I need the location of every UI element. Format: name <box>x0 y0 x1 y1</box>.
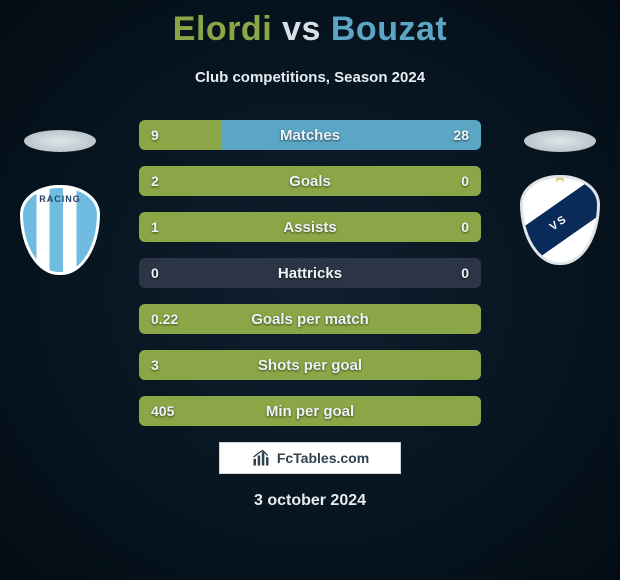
date-label: 3 october 2024 <box>0 492 620 510</box>
stat-row: 405 Min per goal <box>139 396 481 426</box>
vs-label: vs <box>282 10 321 48</box>
stat-value-right: 28 <box>453 120 469 150</box>
subtitle: Club competitions, Season 2024 <box>0 69 620 86</box>
star-icon: ★ <box>552 175 568 187</box>
player-1-silhouette <box>24 130 96 152</box>
shield-icon: RACING <box>20 185 100 275</box>
shield-icon: ★ VS <box>520 175 600 265</box>
stat-row: 0.22 Goals per match <box>139 304 481 334</box>
stat-label: Assists <box>139 212 481 242</box>
crest-left-text: RACING <box>23 194 97 204</box>
stat-row: 0 Hattricks 0 <box>139 258 481 288</box>
stat-label: Hattricks <box>139 258 481 288</box>
crest-right-text: VS <box>520 179 600 265</box>
player-2-silhouette <box>524 130 596 152</box>
stats-container: 9 Matches 28 2 Goals 0 1 Assists 0 0 Hat… <box>139 120 481 426</box>
stat-label: Min per goal <box>139 396 481 426</box>
stat-value-right: 0 <box>461 166 469 196</box>
stat-row: 1 Assists 0 <box>139 212 481 242</box>
club-crest-racing: RACING <box>20 185 100 275</box>
stat-value-right: 0 <box>461 212 469 242</box>
stat-row: 3 Shots per goal <box>139 350 481 380</box>
stat-row: 9 Matches 28 <box>139 120 481 150</box>
stat-label: Matches <box>139 120 481 150</box>
player-1-name: Elordi <box>173 10 272 48</box>
chart-icon <box>251 448 271 468</box>
brand-badge[interactable]: FcTables.com <box>219 442 401 474</box>
club-crest-velez: ★ VS <box>520 175 600 265</box>
stat-label: Goals <box>139 166 481 196</box>
stat-label: Goals per match <box>139 304 481 334</box>
comparison-title: Elordi vs Bouzat <box>0 0 620 49</box>
stat-row: 2 Goals 0 <box>139 166 481 196</box>
player-2-name: Bouzat <box>331 10 447 48</box>
stat-label: Shots per goal <box>139 350 481 380</box>
brand-text: FcTables.com <box>277 450 369 466</box>
stat-value-right: 0 <box>461 258 469 288</box>
